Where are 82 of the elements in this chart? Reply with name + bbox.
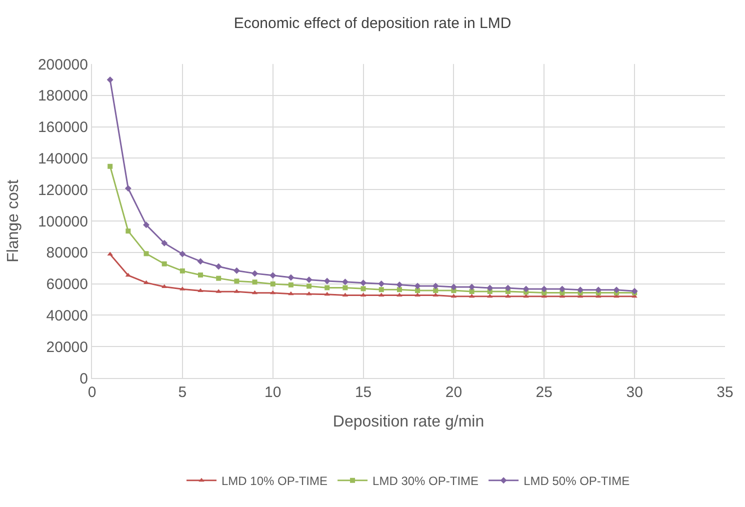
point [342, 285, 348, 290]
x-tick-label: 25 [536, 384, 552, 401]
y-tick-label: 80000 [46, 244, 88, 262]
legend-label: LMD 30% OP-TIME [372, 474, 479, 488]
point [414, 292, 420, 297]
x-tick-label: 10 [264, 384, 282, 401]
point [631, 288, 638, 294]
point [107, 252, 113, 256]
point [270, 272, 276, 279]
point [324, 285, 330, 290]
y-tick-label: 180000 [38, 88, 88, 105]
point [270, 281, 276, 286]
point [433, 288, 438, 294]
x-tick-label: 35 [716, 384, 734, 401]
point [396, 281, 403, 288]
x-tick-label: 30 [626, 384, 643, 401]
point [161, 240, 168, 246]
point [288, 274, 294, 281]
point [468, 284, 476, 290]
y-tick-label: 20000 [46, 338, 88, 356]
point [360, 286, 366, 292]
y-tick-label: 140000 [38, 150, 88, 168]
chart-title: Economic effect of deposition rate in LMD [234, 15, 512, 32]
point [126, 228, 131, 234]
point [106, 76, 114, 83]
point [360, 280, 367, 286]
point [378, 280, 385, 288]
point [396, 292, 402, 297]
point [613, 286, 620, 294]
point [179, 250, 186, 258]
legend-label: LMD 10% OP-TIME [222, 474, 328, 488]
point [540, 286, 548, 292]
x-axis-title: Deposition rate g/min [332, 414, 484, 431]
point [234, 278, 240, 284]
y-tick-label: 120000 [38, 182, 88, 199]
point [198, 272, 204, 278]
point [306, 284, 312, 289]
y-tick-label: 60000 [46, 276, 88, 294]
point [378, 287, 384, 292]
x-tick-label: 20 [445, 384, 462, 401]
point [324, 278, 330, 284]
y-tick-label: 100000 [38, 213, 88, 230]
point [108, 164, 113, 169]
point [505, 294, 511, 298]
x-tick-label: 15 [354, 384, 372, 401]
x-tick-label: 5 [178, 384, 187, 401]
y-axis-title: Flange cost [4, 179, 22, 262]
point [288, 291, 294, 296]
point [124, 185, 132, 192]
point [450, 284, 457, 290]
point [396, 287, 402, 292]
point [197, 258, 204, 265]
point [288, 282, 294, 288]
point [595, 286, 602, 294]
point [469, 288, 474, 294]
y-tick-label: 160000 [38, 119, 88, 136]
point [252, 280, 258, 285]
point [324, 292, 330, 296]
y-tick-label: 0 [80, 370, 88, 388]
point [558, 286, 566, 292]
point [252, 270, 258, 277]
point [414, 282, 421, 290]
point [487, 294, 493, 298]
point [415, 288, 420, 294]
y-tick-label: 40000 [46, 307, 88, 324]
point [143, 222, 150, 228]
point [144, 251, 149, 256]
point [162, 261, 167, 266]
point [432, 282, 439, 290]
point [342, 278, 348, 286]
point [180, 268, 185, 274]
point [504, 284, 512, 292]
point [522, 286, 530, 292]
point [560, 290, 565, 296]
point [577, 286, 584, 294]
point [216, 276, 222, 281]
point [486, 284, 494, 292]
point [306, 276, 312, 283]
point [215, 263, 222, 270]
legend-label: LMD 50% OP-TIME [524, 474, 630, 488]
point [233, 267, 240, 274]
y-tick-label: 200000 [38, 56, 88, 74]
